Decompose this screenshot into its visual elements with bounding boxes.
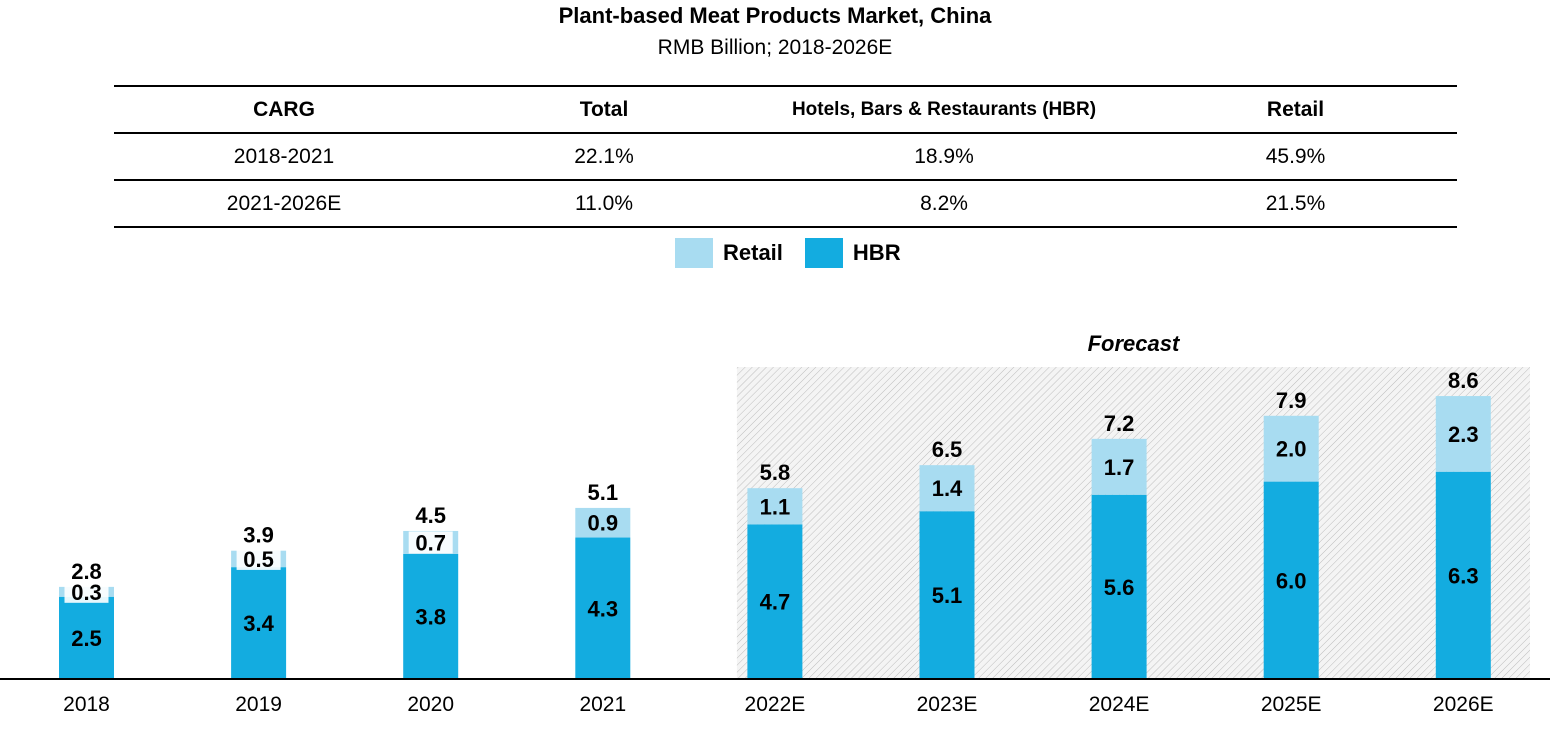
- bar-label-hbr: 4.3: [588, 596, 619, 621]
- bar-label-bg: [64, 580, 109, 603]
- x-tick-label: 2024E: [1089, 693, 1150, 716]
- cagr-period: 2018-2021: [114, 133, 454, 181]
- table-row: 2018-2021 22.1% 18.9% 45.9%: [114, 133, 1457, 181]
- bar-label-total: 5.8: [760, 460, 791, 485]
- bar-label-retail: 1.1: [760, 494, 791, 519]
- bar-label-total: 5.1: [588, 480, 619, 505]
- bar-hbr: [1435, 471, 1491, 679]
- bar-retail: [919, 465, 975, 512]
- bar-label-retail: 1.7: [1104, 455, 1135, 480]
- legend-label-retail: Retail: [723, 240, 783, 265]
- bar-retail: [747, 488, 803, 525]
- legend-item-hbr: HBR: [804, 238, 901, 268]
- x-tick-label: 2022E: [745, 693, 806, 716]
- bar-retail: [1435, 396, 1491, 472]
- x-tick-label: 2021: [579, 693, 626, 716]
- bar-label-bg: [408, 531, 453, 554]
- x-tick-label: 2023E: [917, 693, 978, 716]
- cagr-hbr: 18.9%: [754, 133, 1134, 181]
- bar-retail: [575, 507, 631, 538]
- bar-label-hbr: 3.4: [243, 611, 274, 636]
- bar-label-total: 7.2: [1104, 411, 1135, 436]
- legend-label-hbr: HBR: [852, 240, 901, 265]
- x-tick-label: 2025E: [1261, 693, 1322, 716]
- cagr-period: 2021-2026E: [114, 180, 454, 228]
- chart-legend: Retail HBR: [675, 238, 923, 268]
- x-tick-label: 2019: [235, 693, 282, 716]
- bar-label-total: 7.9: [1276, 388, 1307, 413]
- bar-hbr: [403, 553, 459, 679]
- bar-retail: [1263, 415, 1319, 482]
- cagr-header-total: Total: [454, 85, 754, 134]
- chart-subtitle: RMB Billion; 2018-2026E: [657, 36, 893, 59]
- bar-retail: [1091, 438, 1147, 495]
- bar-label-retail: 0.9: [588, 511, 619, 536]
- stacked-bar-chart: Forecast 2.5 0.32.8 2018 3.4 0.53.9 2019 3.8 0.7…: [0, 331, 1550, 716]
- bar-label-retail: 1.4: [932, 476, 963, 501]
- bar-label-hbr: 6.0: [1276, 568, 1307, 593]
- x-tick-label: 2018: [63, 693, 110, 716]
- bar-label-hbr: 4.7: [760, 590, 791, 615]
- chart-title: Plant-based Meat Products Market, China: [558, 3, 992, 28]
- cagr-total: 11.0%: [454, 180, 754, 228]
- table-row: 2021-2026E 11.0% 8.2% 21.5%: [114, 180, 1457, 228]
- bar-label-retail: 0.5: [243, 547, 274, 572]
- cagr-hbr: 8.2%: [754, 180, 1134, 228]
- bar-hbr: [231, 567, 287, 679]
- legend-swatch-retail: [675, 238, 713, 268]
- bar-label-hbr: 6.3: [1448, 563, 1479, 588]
- legend-item-retail: Retail: [675, 238, 783, 268]
- bar-label-retail: 2.0: [1276, 437, 1307, 462]
- bar-hbr: [575, 537, 631, 679]
- bar-label-retail: 2.3: [1448, 422, 1479, 447]
- cagr-header-period: CARG: [114, 85, 454, 134]
- bar-hbr: [59, 596, 114, 679]
- bar-hbr: [747, 524, 803, 679]
- cagr-header-row: CARG Total Hotels, Bars & Restaurants (H…: [114, 85, 1457, 134]
- bar-label-hbr: 5.6: [1104, 575, 1135, 600]
- bar-label-total: 6.5: [932, 437, 963, 462]
- x-tick-label: 2020: [407, 693, 454, 716]
- bar-label-hbr: 5.1: [932, 583, 963, 608]
- bar-label-hbr: 3.8: [415, 604, 446, 629]
- bar-label-bg: [236, 547, 281, 570]
- cagr-header-hbr: Hotels, Bars & Restaurants (HBR): [754, 85, 1134, 134]
- cagr-header-retail: Retail: [1134, 85, 1457, 134]
- cagr-total: 22.1%: [454, 133, 754, 181]
- bar-label-hbr: 2.5: [71, 626, 102, 651]
- cagr-retail: 21.5%: [1134, 180, 1457, 228]
- bar-label-total: 3.9: [243, 523, 274, 548]
- bar-hbr: [1263, 481, 1319, 679]
- bar-label-retail: 0.3: [71, 580, 102, 605]
- legend-swatch-hbr: [804, 238, 843, 268]
- bar-label-total: 8.6: [1448, 368, 1479, 393]
- x-tick-label: 2026E: [1433, 693, 1494, 716]
- bar-label-total: 4.5: [415, 503, 446, 528]
- bar-hbr: [1091, 494, 1147, 679]
- bar-label-total: 2.8: [71, 559, 102, 584]
- bar-label-retail: 0.7: [415, 530, 446, 555]
- bar-hbr: [919, 511, 975, 679]
- forecast-label: Forecast: [1088, 331, 1181, 356]
- cagr-retail: 45.9%: [1134, 133, 1457, 181]
- cagr-table: CARG Total Hotels, Bars & Restaurants (H…: [114, 85, 1457, 228]
